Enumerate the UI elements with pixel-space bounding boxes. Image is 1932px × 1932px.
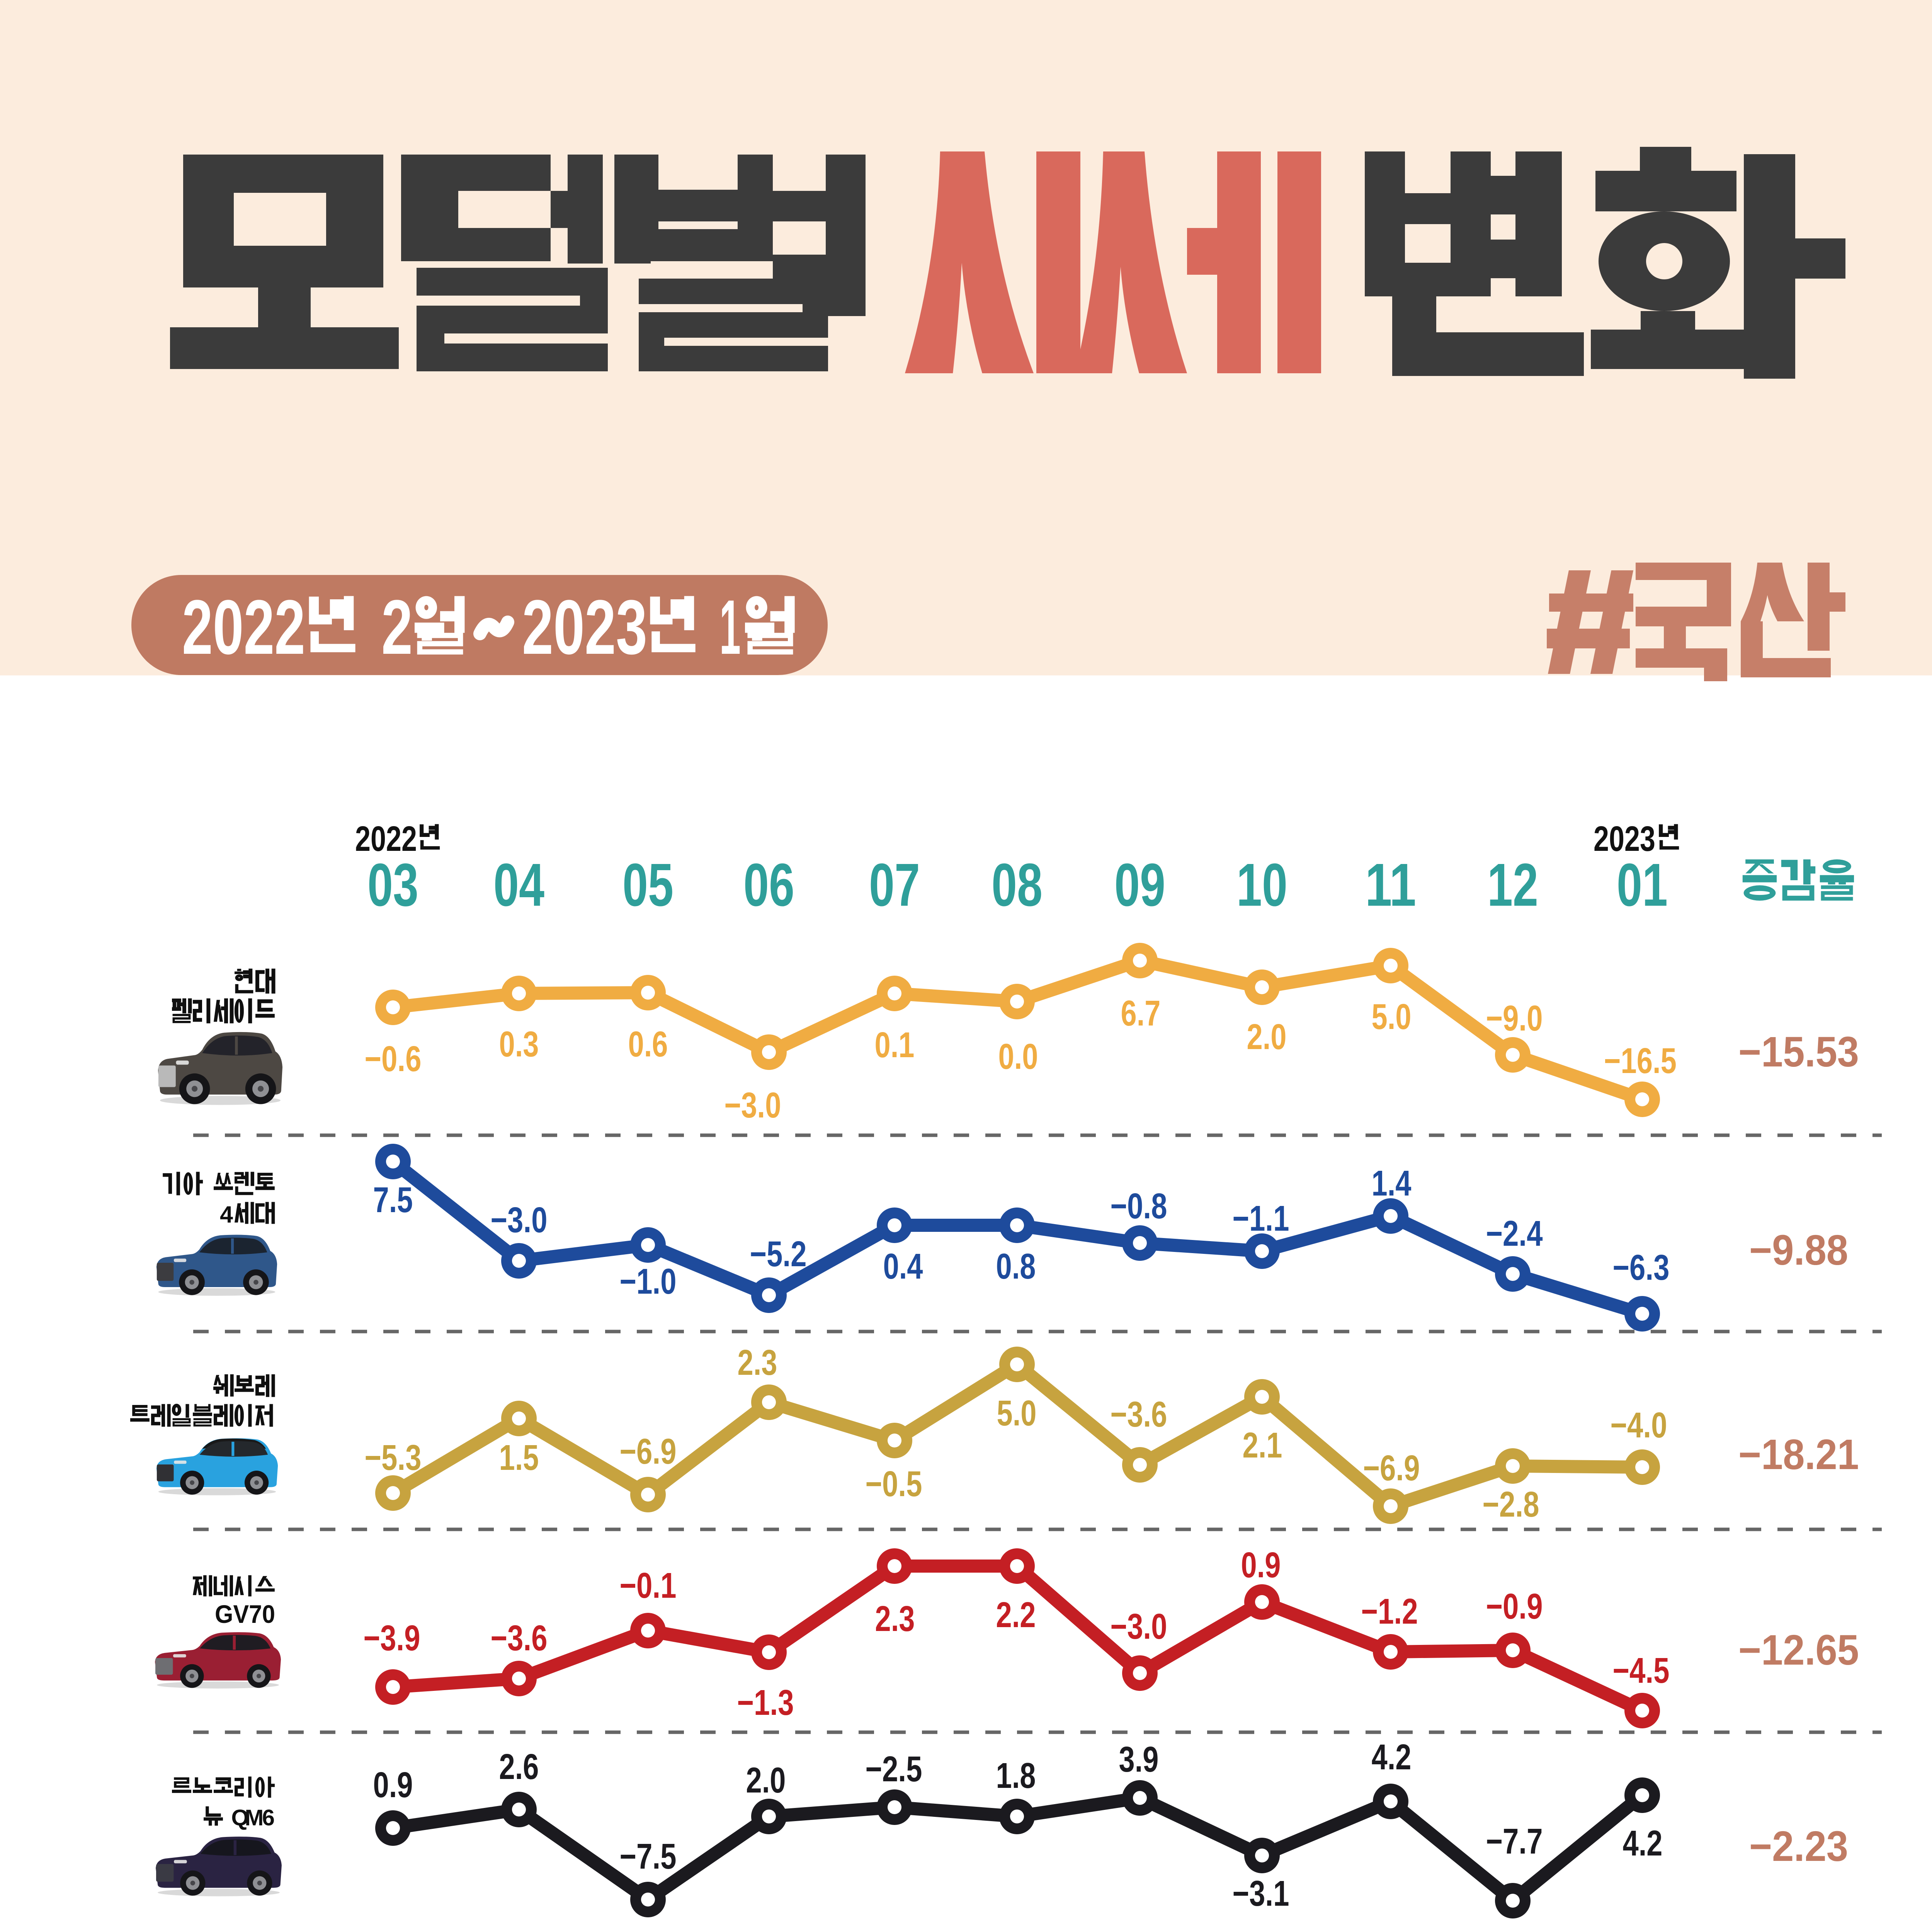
svg-text:0.1: 0.1 [875,1025,915,1065]
svg-text:1.8: 1.8 [996,1755,1036,1796]
svg-text:3.9: 3.9 [1119,1739,1159,1779]
svg-text:−1.2: −1.2 [1361,1591,1418,1631]
svg-text:−18.21: −18.21 [1738,1431,1859,1478]
svg-text:0.4: 0.4 [883,1246,923,1286]
svg-text:−16.5: −16.5 [1604,1041,1677,1081]
svg-text:2.1: 2.1 [1243,1425,1282,1465]
svg-text:−3.6: −3.6 [1111,1394,1167,1434]
svg-text:Q: Q [231,1805,249,1830]
svg-text:−4.5: −4.5 [1613,1650,1670,1690]
svg-text:04: 04 [493,851,544,919]
svg-text:10: 10 [1236,851,1287,919]
svg-text:7.5: 7.5 [373,1180,413,1220]
svg-text:0.3: 0.3 [499,1024,539,1064]
svg-text:0.0: 0.0 [998,1036,1038,1077]
svg-text:−5.2: −5.2 [750,1234,807,1274]
svg-text:12: 12 [1487,851,1538,919]
svg-text:01: 01 [1617,851,1668,919]
svg-text:4.2: 4.2 [1623,1823,1663,1863]
svg-text:08: 08 [992,851,1043,919]
svg-text:1.4: 1.4 [1372,1163,1412,1203]
svg-text:−0.5: −0.5 [866,1464,922,1504]
svg-text:−3.1: −3.1 [1233,1873,1289,1913]
svg-text:−0.1: −0.1 [620,1565,677,1605]
svg-text:0.8: 0.8 [996,1246,1036,1286]
svg-text:0.6: 0.6 [628,1024,668,1064]
svg-text:1.5: 1.5 [499,1437,539,1478]
svg-text:2022: 2022 [182,584,305,670]
svg-text:11: 11 [1365,851,1416,919]
svg-text:−7.5: −7.5 [620,1836,677,1876]
svg-text:−1.1: −1.1 [1233,1198,1289,1238]
svg-text:−3.6: −3.6 [491,1618,548,1658]
svg-text:1: 1 [719,584,741,670]
svg-text:03: 03 [367,851,418,919]
svg-text:−3.0: −3.0 [724,1085,781,1125]
svg-text:−1.3: −1.3 [737,1682,794,1723]
svg-text:−4.0: −4.0 [1611,1405,1667,1445]
svg-text:6: 6 [262,1805,275,1830]
svg-text:−9.88: −9.88 [1749,1226,1848,1274]
svg-text:−2.8: −2.8 [1483,1484,1539,1524]
svg-text:2.0: 2.0 [1247,1017,1287,1057]
svg-text:−7.7: −7.7 [1486,1821,1543,1861]
svg-text:2: 2 [381,584,413,670]
svg-text:−2.23: −2.23 [1749,1823,1848,1870]
svg-text:−3.9: −3.9 [364,1618,420,1658]
svg-text:−3.0: −3.0 [1111,1606,1167,1646]
svg-text:−6.9: −6.9 [1363,1448,1420,1488]
svg-text:−0.9: −0.9 [1486,1586,1543,1626]
svg-text:2023: 2023 [1594,819,1655,859]
svg-text:0.9: 0.9 [373,1765,413,1805]
svg-text:2.3: 2.3 [738,1342,777,1383]
svg-text:2.6: 2.6 [499,1747,539,1787]
svg-text:4: 4 [220,1201,233,1228]
svg-text:6.7: 6.7 [1121,993,1161,1033]
svg-text:07: 07 [869,851,920,919]
svg-text:−3.0: −3.0 [491,1200,548,1240]
svg-text:−9.0: −9.0 [1486,998,1543,1038]
svg-text:05: 05 [622,851,673,919]
svg-text:GV70: GV70 [215,1600,275,1628]
svg-text:5.0: 5.0 [997,1393,1037,1433]
svg-text:2023: 2023 [522,584,647,670]
svg-text:−12.65: −12.65 [1738,1626,1859,1674]
svg-text:−0.6: −0.6 [365,1039,422,1079]
svg-text:2.0: 2.0 [746,1760,786,1800]
svg-text:2022: 2022 [355,819,417,859]
svg-text:4.2: 4.2 [1372,1737,1412,1777]
svg-text:−1.0: −1.0 [620,1261,677,1301]
svg-text:−6.9: −6.9 [620,1431,677,1471]
svg-text:06: 06 [743,851,794,919]
svg-text:0.9: 0.9 [1241,1545,1281,1585]
svg-text:−2.4: −2.4 [1486,1213,1543,1253]
svg-text:2.3: 2.3 [875,1599,915,1639]
svg-text:5.0: 5.0 [1372,997,1412,1037]
svg-text:−6.3: −6.3 [1613,1247,1670,1287]
svg-text:−0.8: −0.8 [1111,1186,1167,1226]
svg-text:−5.3: −5.3 [365,1437,422,1478]
svg-text:M: M [245,1805,264,1830]
svg-text:2.2: 2.2 [996,1595,1036,1635]
svg-text:−15.53: −15.53 [1738,1028,1859,1076]
svg-text:09: 09 [1114,851,1165,919]
svg-text:−2.5: −2.5 [866,1749,922,1789]
